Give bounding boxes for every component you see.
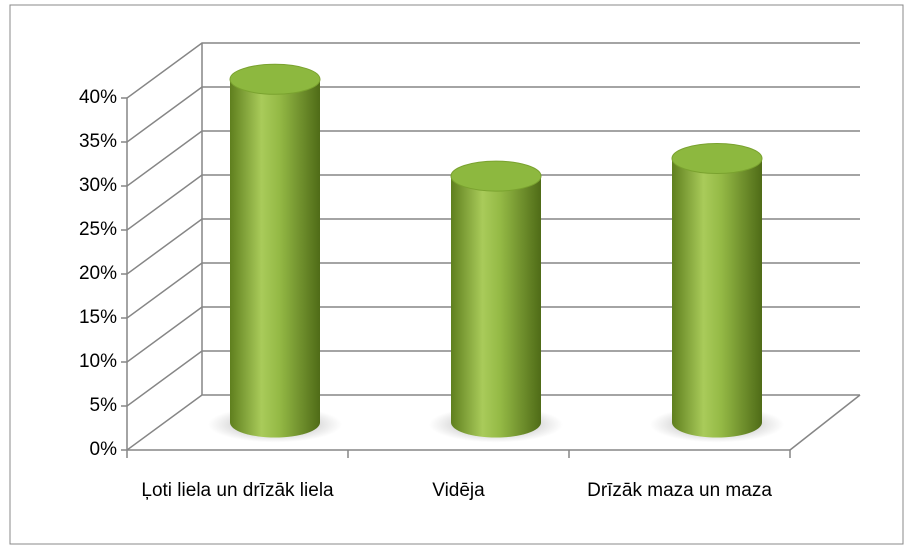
grid-line — [126, 42, 860, 99]
grid-line — [126, 394, 860, 451]
chart-border — [9, 4, 904, 545]
bar-top — [229, 63, 321, 95]
grid-line — [126, 350, 860, 407]
y-tick-label: 40% — [79, 87, 117, 108]
bar-top — [450, 160, 542, 192]
x-tick-label: Drīzāk maza un maza — [587, 480, 772, 501]
y-tick-label: 20% — [79, 263, 117, 284]
floor-right — [789, 394, 861, 451]
bar — [672, 158, 762, 438]
y-tick-label: 30% — [79, 175, 117, 196]
bar-top — [671, 143, 763, 174]
x-tick-label: Vidēja — [432, 480, 485, 501]
y-tick-label: 15% — [79, 307, 117, 328]
y-tick-label: 0% — [90, 439, 118, 460]
grid-line — [126, 218, 860, 275]
y-tick-label: 10% — [79, 351, 117, 372]
grid-line — [126, 262, 860, 319]
grid-line — [126, 86, 860, 143]
y-tick-label: 5% — [90, 395, 118, 416]
grid-line — [126, 174, 860, 231]
y-tick-label: 25% — [79, 219, 117, 240]
grid-line — [126, 130, 860, 187]
x-tick-label: Ļoti liela un drīzāk liela — [141, 480, 334, 501]
bar — [451, 176, 541, 438]
grid-line — [126, 306, 860, 363]
bar — [230, 79, 320, 438]
y-tick-label: 35% — [79, 131, 117, 152]
